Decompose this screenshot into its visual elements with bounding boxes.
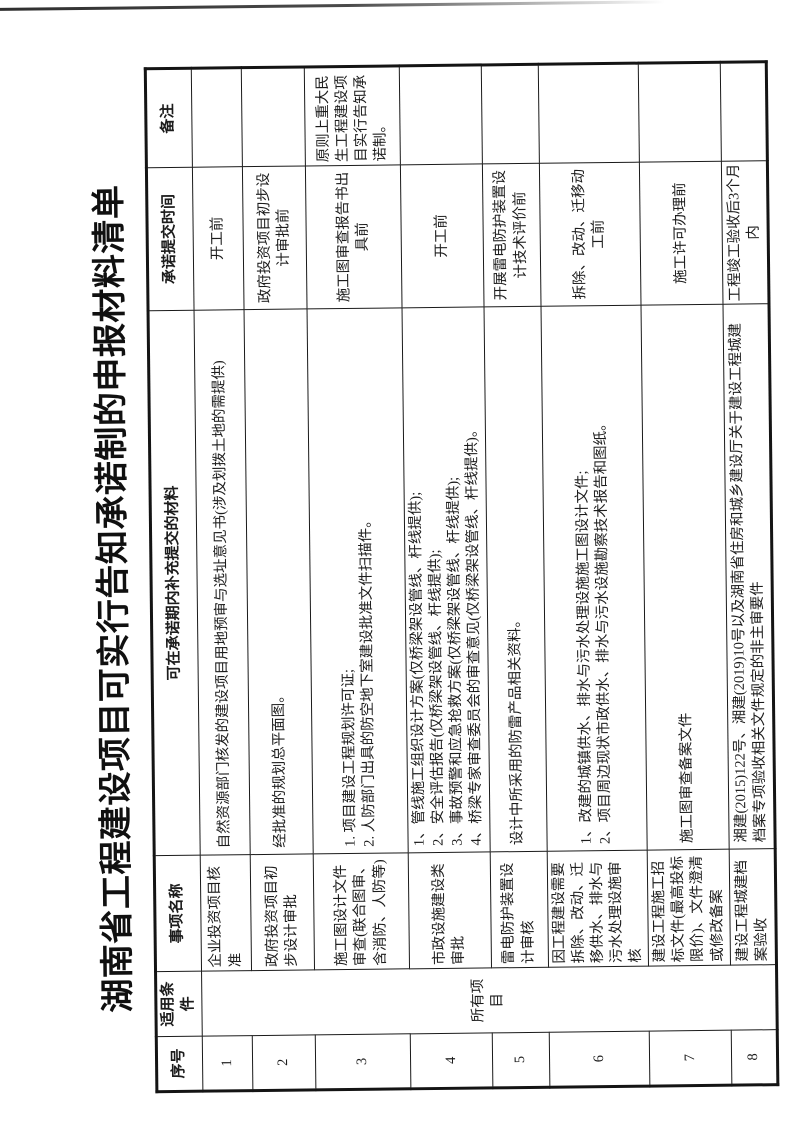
- cell-submission-time: 施工图审查报告书出具前: [305, 164, 403, 309]
- table-row: 4 市政设施建设类审批 1、管线施工组织设计方案(仅桥梁架设管线、杆线提供); 2、安…: [399, 64, 493, 1089]
- cell-materials: 施工图审查备案文件: [641, 304, 729, 851]
- cell-submission-time: 开工前: [192, 166, 245, 311]
- header-condition: 适用条件: [155, 971, 203, 1037]
- cell-submission-time: 开工前: [400, 163, 484, 308]
- cell-item-name: 施工图设计文件审查(联合图审、含消防、人防等): [313, 852, 410, 970]
- cell-remark: [241, 66, 306, 167]
- material-line: 湘建(2015)122号、湘建(2019)10号以及湖南省住房和城乡建设厅关于建…: [727, 322, 769, 843]
- cell-remark: [480, 64, 539, 164]
- material-line: 设计中所采用的防雷产品相关资料。: [506, 613, 526, 846]
- cell-materials: 经批准的规划总平面图。: [244, 308, 314, 855]
- cell-submission-time: 政府投资项目初步设计审批前: [242, 165, 308, 310]
- cell-row-number: 2: [252, 1034, 316, 1091]
- scanner-edge-shadow: [0, 0, 785, 11]
- material-line: 自然资源部门核发的建设项目用地预审与选址意见书(涉及划拨土地的需提供): [211, 360, 233, 849]
- table-row: 7 建设工程施工招标文件(最高投标限价)、文件澄清或修改备案 施工图审查备案文件 施工…: [638, 62, 732, 1087]
- material-line: 施工图审查备案文件: [677, 712, 696, 844]
- cell-materials: 设计中所采用的防雷产品相关资料。: [483, 306, 547, 852]
- cell-remark: [191, 67, 243, 168]
- cell-row-number: 5: [491, 1032, 550, 1088]
- cell-applicable-condition: 所有项目: [201, 964, 777, 1037]
- cell-row-number: 3: [315, 1033, 411, 1090]
- cell-row-number: 8: [730, 1029, 778, 1086]
- table-body: 1 所有项目 企业投资项目核准 自然资源部门核发的建设项目用地预审与选址意见书(涉及划…: [191, 61, 778, 1092]
- header-time: 承诺提交时间: [146, 167, 195, 311]
- cell-submission-time: 工程竣工验收后3个月内: [721, 160, 769, 305]
- header-no: 序号: [156, 1036, 203, 1092]
- header-materials: 可在承诺期内补充提交的材料: [148, 310, 201, 856]
- table-row: 6 因工程建设需要拆除、改动、迁移供水、排水与污水处理设施审核 1、改建的城镇供水、…: [537, 63, 650, 1088]
- header-remark: 备注: [145, 68, 193, 168]
- materials-table: 序号 适用条件 事项名称 可在承诺期内补充提交的材料 承诺提交时间 备注 1 所有…: [143, 60, 779, 1094]
- cell-row-number: 4: [410, 1032, 493, 1089]
- cell-submission-time: 拆除、改动、迁移动工前: [538, 162, 642, 307]
- document-title: 湖南省工程建设项目可实行告知承诺制的申报材料清单: [91, 184, 138, 1013]
- cell-item-name: 建设工程施工招标文件(最高投标限价)、文件澄清或修改备案: [647, 849, 731, 967]
- cell-remark: 原则上重大民生工程建设项目实行告知承诺制。: [304, 65, 401, 166]
- material-line: 经批准的规划总平面图。: [271, 688, 290, 848]
- cell-materials: 自然资源部门核发的建设项目用地预审与选址意见书(涉及划拨土地的需提供): [194, 309, 251, 856]
- cell-submission-time: 开展雷电防护装置设计技术评价前: [481, 163, 541, 307]
- cell-item-name: 因工程建设需要拆除、改动、迁移供水、排水与污水处理设施审核: [546, 850, 649, 968]
- cell-item-name: 建设工程城建档案验收: [728, 848, 777, 966]
- cell-item-name: 企业投资项目核准: [200, 854, 252, 972]
- cell-submission-time: 施工许可办理前: [639, 161, 723, 306]
- cell-row-number: 1: [202, 1035, 253, 1092]
- cell-remark: [638, 62, 722, 163]
- table-row: 3 施工图设计文件审查(联合图审、含消防、人防等) 1. 项目建设工程规划许可证; 2…: [304, 65, 411, 1090]
- cell-remark: [399, 64, 482, 165]
- cell-materials: 湘建(2015)122号、湘建(2019)10号以及湖南省住房和城乡建设厅关于建…: [722, 303, 775, 850]
- cell-row-number: 7: [649, 1030, 732, 1087]
- cell-item-name: 市政设施建设类审批: [408, 851, 492, 969]
- header-item-name: 事项名称: [154, 855, 202, 972]
- table-row: 2 政府投资项目初步设计审批 经批准的规划总平面图。 政府投资项目初步设计审批前: [241, 66, 316, 1091]
- cell-row-number: 6: [548, 1031, 650, 1088]
- cell-item-name: 政府投资项目初步设计审批: [250, 853, 315, 971]
- cell-materials: 1. 项目建设工程规划许可证; 2. 人防部门出具的防空地下室建设批准文件扫描件。: [307, 307, 409, 854]
- cell-remark: [719, 61, 767, 162]
- cell-item-name: 雷电防护装置设计审核: [489, 851, 549, 968]
- cell-materials: 1、管线施工组织设计方案(仅桥梁架设管线、杆线提供); 2、安全评估报告(仅桥梁架…: [402, 306, 490, 853]
- cell-remark: [537, 63, 640, 164]
- cell-materials: 1、改建的城镇供水、排水与污水处理设施施工图设计文件; 2、项目周边现状市政供水、…: [540, 305, 648, 852]
